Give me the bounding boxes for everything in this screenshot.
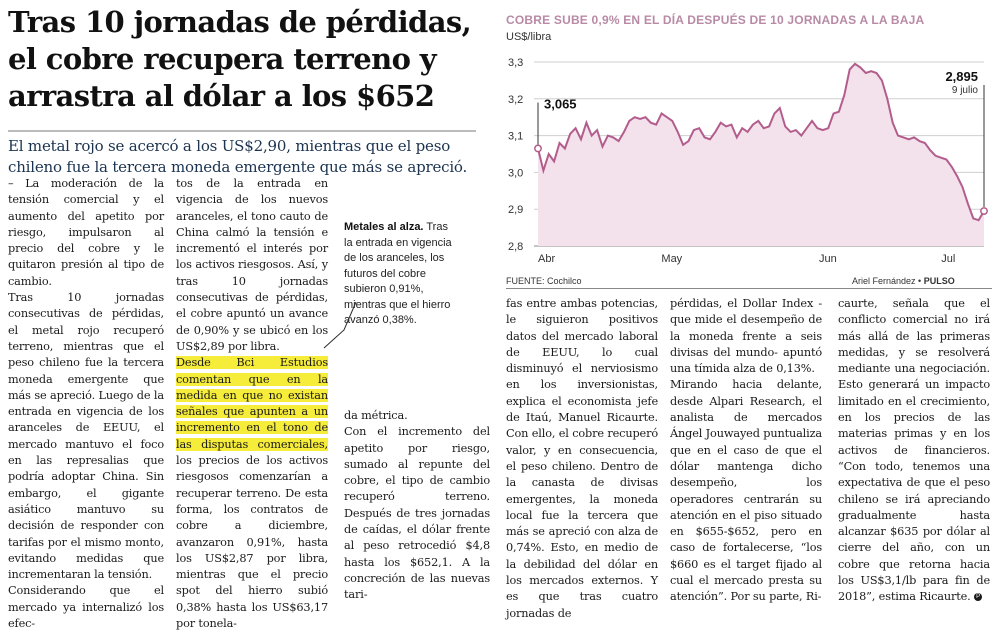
column-2-rest: los precios de los activos riesgosos com… [176,454,328,631]
article-column-1: – La moderación de la tensión comercial … [8,177,164,631]
y-tick-label: 2,9 [508,204,523,216]
copper-price-chart: 2,8 2,9 3,0 3,1 3,2 3,3 Abr May Jun Jul 3,065 2,8… [508,57,988,265]
chart-credit: Ariel Fernández • PULSO [852,276,955,286]
article-column-2: tos de la entrada en vigencia de los nue… [176,176,328,632]
x-axis: Abr May Jun Jul [538,253,955,265]
chart-title: COBRE SUBE 0,9% EN EL DÍA DESPUÉS DE 10 … [506,13,925,27]
sidebar-box: Metales al alza. Tras la entrada en vige… [344,220,456,329]
x-tick-label: Abr [538,253,555,265]
x-tick-label: Jun [819,253,837,265]
article-column-6: caurte, señala que el conflicto comercia… [838,296,990,606]
price-area [538,63,984,246]
callout-connector [323,301,357,349]
chart-source: FUENTE: Cochilco [506,276,582,286]
column-6-text: caurte, señala que el conflicto comercia… [838,297,990,604]
x-tick-label: May [661,253,682,265]
credit-name: Ariel Fernández • [852,276,924,286]
annotation-date: 9 julio [952,85,979,96]
lede: El metal rojo se acercó a los US$2,90, m… [8,130,476,178]
y-tick-label: 3,0 [508,167,523,179]
data-point-marker [980,207,988,215]
y-tick-label: 3,1 [508,131,523,143]
price-line [537,62,985,222]
headline: Tras 10 jornadas de pérdidas, el cobre r… [8,5,472,113]
y-axis: 2,8 2,9 3,0 3,1 3,2 3,3 [508,57,523,253]
x-tick-label: Jul [941,253,955,265]
article-column-5: pérdidas, el Dollar Index -que mide el d… [670,297,822,604]
credit-brand: PULSO [923,276,955,286]
data-point-marker [534,144,542,153]
column-2-text: tos de la entrada en vigencia de los nue… [176,177,328,353]
chart-divider [506,288,992,289]
highlighted-quote: Desde Bci Estudios comentan que en la me… [176,356,328,451]
annotation-label: 3,065 [544,96,577,111]
y-tick-label: 2,8 [508,241,523,253]
chart-unit: US$/libra [506,31,552,43]
end-mark-icon: P [974,593,983,602]
sidebar-title: Metales al alza. [344,221,424,233]
annotation-label: 2,895 [945,69,978,84]
sidebar-text: Tras la entrada en vigencia de los aranc… [344,221,452,326]
article-column-4: fas entre ambas potencias, le siguieron … [506,297,658,620]
article-column-3: da métrica. Con el incremento del apetit… [344,409,490,602]
y-tick-label: 3,3 [508,57,523,69]
y-tick-label: 3,2 [508,94,523,106]
